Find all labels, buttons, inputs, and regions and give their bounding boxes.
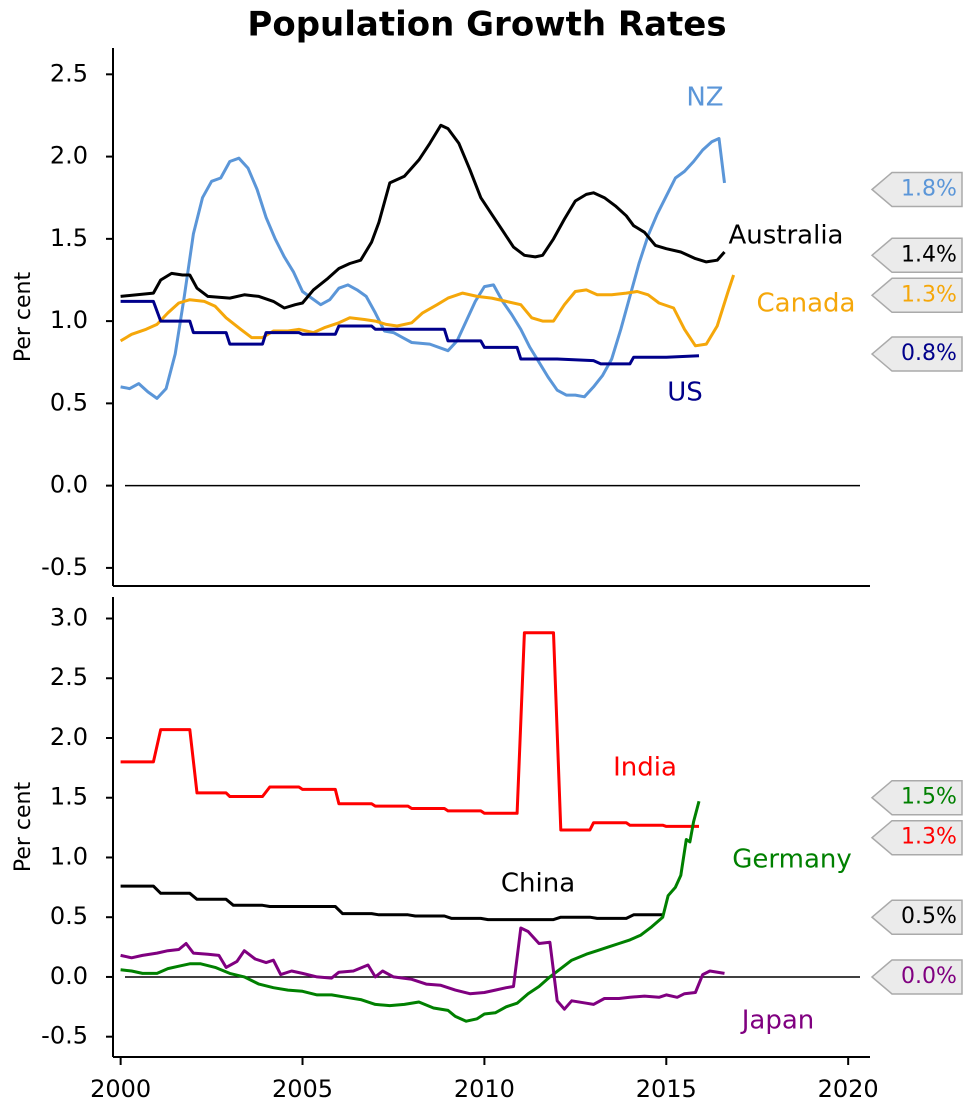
x-tick-label: 2020 xyxy=(818,1075,879,1103)
value-tag-label: 1.3% xyxy=(901,282,957,307)
series-line xyxy=(120,800,701,1023)
x-tick-label: 2015 xyxy=(636,1075,697,1103)
y-tick-label: -0.5 xyxy=(41,1022,88,1050)
y-tick-label: 1.0 xyxy=(50,842,88,870)
value-tag xyxy=(870,819,963,856)
series-label: Japan xyxy=(740,1006,815,1036)
y-tick-label: 2.5 xyxy=(50,663,88,691)
y-tick-label: 1.5 xyxy=(50,224,88,252)
y-tick-label: 0.0 xyxy=(50,962,88,990)
value-tag xyxy=(870,277,963,314)
value-tag-label: 0.8% xyxy=(901,341,957,366)
series-label: NZ xyxy=(686,83,723,113)
value-tag-label: 1.4% xyxy=(901,242,957,267)
series-label: India xyxy=(613,753,677,783)
series-line xyxy=(120,926,725,1011)
value-tag-label: 1.5% xyxy=(901,785,957,810)
value-tag-label: 0.0% xyxy=(901,964,957,989)
y-axis-label: Per cent xyxy=(11,272,36,363)
y-tick-label: 0.5 xyxy=(50,902,88,930)
series-line xyxy=(119,274,736,348)
x-tick-label: 2010 xyxy=(454,1075,515,1103)
series-label: Canada xyxy=(757,289,856,319)
value-tag xyxy=(870,336,963,372)
value-tag-label: 1.3% xyxy=(901,825,957,850)
series-label: China xyxy=(501,869,575,899)
x-tick-label: 2000 xyxy=(90,1075,151,1103)
y-tick-label: 2.0 xyxy=(50,723,88,751)
y-tick-label: 1.5 xyxy=(50,783,88,811)
y-tick-label: 0.5 xyxy=(50,388,88,416)
y-tick-label: -0.5 xyxy=(41,553,88,581)
value-tag xyxy=(870,899,963,935)
y-tick-label: 2.0 xyxy=(50,142,88,170)
y-axis-label: Per cent xyxy=(11,782,36,873)
series-label: US xyxy=(667,378,703,408)
figure-title: Population Growth Rates xyxy=(247,5,726,45)
value-tag xyxy=(870,959,963,995)
value-tag xyxy=(870,779,963,816)
x-tick-label: 2005 xyxy=(272,1075,333,1103)
y-tick-label: 0.0 xyxy=(50,471,88,499)
series-line xyxy=(120,123,726,310)
value-tag xyxy=(870,171,963,208)
series-line xyxy=(120,631,699,832)
value-tag-label: 0.5% xyxy=(901,904,957,929)
series-label: Germany xyxy=(732,845,852,875)
series-line xyxy=(120,299,700,366)
y-tick-label: 3.0 xyxy=(50,604,88,632)
y-tick-label: 2.5 xyxy=(50,59,88,87)
value-tag-label: 1.8% xyxy=(901,176,957,201)
y-tick-label: 1.0 xyxy=(50,306,88,334)
value-tag xyxy=(870,237,963,274)
series-label: Australia xyxy=(728,221,843,251)
series-line xyxy=(120,884,663,922)
